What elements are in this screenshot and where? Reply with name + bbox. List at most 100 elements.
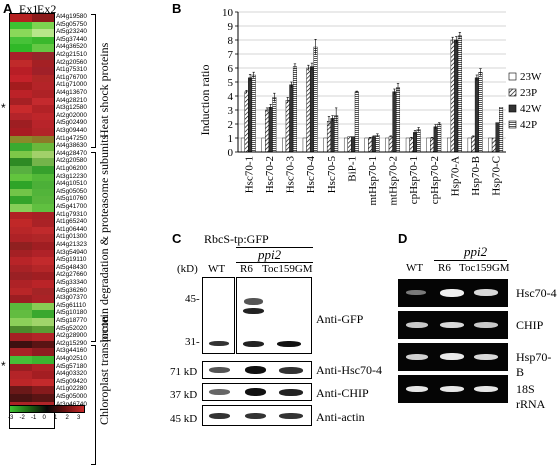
asterisk-marker: *	[1, 359, 6, 373]
color-scale-tick: 0	[42, 415, 46, 421]
bar-23p-hsc70-3	[285, 99, 290, 153]
gene-label: At4g10510	[56, 180, 87, 188]
heatmap-cell	[32, 21, 54, 30]
x-tick-label: Hsc70-1	[243, 156, 255, 193]
gel-label-hsp70-b: Hsp70-B	[516, 350, 552, 379]
bar-23w-cphsp70-1	[405, 137, 410, 153]
lane-r6-d: R6	[438, 262, 451, 274]
heatmap-cell	[32, 234, 54, 243]
x-tick-label: Hsc70-4	[305, 156, 317, 194]
heatmap-cell	[32, 356, 54, 364]
heatmap-cell	[10, 120, 32, 129]
heatmap-cell	[32, 120, 54, 129]
heatmap-cell	[10, 97, 32, 106]
heatmap-cell	[10, 295, 32, 304]
heatmap-cell	[10, 318, 32, 326]
heatmap-cell	[32, 188, 54, 197]
gene-label: At1g79310	[56, 210, 87, 218]
bar-23p-mthsp70-1	[368, 137, 373, 153]
gene-label: At1g65240	[56, 218, 87, 226]
legend-label-23p: 23P	[520, 87, 537, 99]
heatmap-cell	[10, 44, 32, 53]
gene-label: At5g10180	[56, 309, 87, 317]
gel-label-hsc70-4: Hsc70-4	[516, 286, 557, 300]
heatmap-cell	[10, 196, 32, 205]
gene-label: At2g21510	[56, 51, 87, 58]
heatmap-cell	[10, 90, 32, 98]
bracket-proteasome	[91, 152, 96, 342]
heatmap-cell	[32, 257, 54, 266]
color-scale-tick: -1	[31, 415, 37, 421]
gene-label: At2g27660	[56, 271, 87, 279]
heatmap-cell	[32, 318, 54, 326]
heatmap-cell	[32, 29, 54, 38]
y-tick-label: 6	[228, 63, 234, 75]
heatmap-cell	[32, 310, 54, 319]
heatmap-cell	[10, 310, 32, 319]
legend-swatch-23p	[508, 88, 517, 97]
heatmap-cell	[10, 135, 32, 144]
x-tick-label: Hsp70-A	[449, 156, 461, 196]
heatmap-cell	[10, 249, 32, 258]
bar-23p-hsp70-a	[450, 39, 455, 153]
chart-bars	[240, 31, 504, 153]
y-tick-label: 0	[228, 147, 234, 159]
heatmap-cell	[10, 82, 32, 91]
kd-unit-label: (kD)	[177, 263, 198, 275]
color-scale-tick: -3	[8, 415, 14, 421]
gene-label: At2g20580	[56, 157, 87, 165]
legend-label-42p: 42P	[520, 119, 537, 131]
bar-23p-hsp70-c	[491, 137, 496, 153]
lane-r6-c: R6	[240, 263, 253, 275]
lane-toc159gm-c: Toc159GM	[262, 263, 313, 275]
anti-hsc70-4-label: Anti-Hsc70-4	[316, 363, 382, 377]
bar-23w-hsc70-2	[261, 137, 266, 153]
bar-42w-hsp70-c	[495, 122, 500, 153]
gene-label: At1g06440	[56, 225, 87, 233]
gene-label: At4g13670	[56, 89, 87, 96]
gene-label: At1g01300	[56, 233, 87, 241]
bar-42w-hsc70-5	[330, 118, 335, 153]
gene-label: At3g12230	[56, 172, 87, 180]
heatmap-cell	[32, 371, 54, 380]
heatmap-cell	[10, 112, 32, 121]
heatmap-cell	[32, 128, 54, 136]
x-tick-label: Hsp70-B	[470, 156, 482, 196]
heatmap-cell	[32, 340, 54, 349]
heatmap-cell	[32, 143, 54, 152]
heatmap-cell	[32, 363, 54, 372]
marker-45: 45-	[185, 293, 200, 305]
gel-chip	[398, 311, 508, 339]
heatmap-cell	[10, 280, 32, 288]
gene-label: At5g23240	[56, 28, 87, 36]
gene-label: At4g19580	[56, 13, 87, 20]
heatmap-cell	[32, 150, 54, 159]
bar-23p-hsc70-2	[265, 109, 270, 153]
bar-23w-hsc70-5	[323, 137, 328, 153]
bar-42p-hsp70-c	[499, 106, 504, 153]
heatmap-cell	[10, 173, 32, 182]
marker-31: 31-	[185, 336, 200, 348]
y-tick-label: 8	[228, 35, 234, 47]
bar-42w-mthsp70-1	[371, 136, 376, 153]
color-scale-tick: 3	[77, 415, 81, 421]
x-tick-label: cpHsp70-2	[429, 156, 441, 204]
x-tick-label: Hsc70-3	[285, 156, 297, 194]
ppi2-label-c: ppi2	[258, 247, 282, 262]
heatmap-cell	[32, 204, 54, 212]
construct-header: RbcS-tp:GFP	[204, 232, 269, 246]
legend-swatch-42p	[508, 120, 517, 129]
x-tick-label: mtHsp70-1	[367, 156, 379, 206]
col-label-ex1: Ex1	[19, 2, 39, 16]
gene-label: At2g15290	[56, 339, 87, 347]
panel-d-letter: D	[398, 231, 408, 246]
heatmap-cell	[32, 67, 54, 76]
legend-label-23w: 23W	[520, 71, 542, 83]
bar-42w-hsc70-1	[248, 77, 253, 153]
heatmap-cell	[32, 226, 54, 235]
bar-42p-bip-1	[354, 91, 359, 153]
anti-chip-label: Anti-CHIP	[316, 386, 369, 400]
legend-label-42w: 42W	[520, 103, 542, 115]
gene-label: At2g02000	[56, 111, 87, 119]
heatmap-cell	[32, 325, 54, 334]
